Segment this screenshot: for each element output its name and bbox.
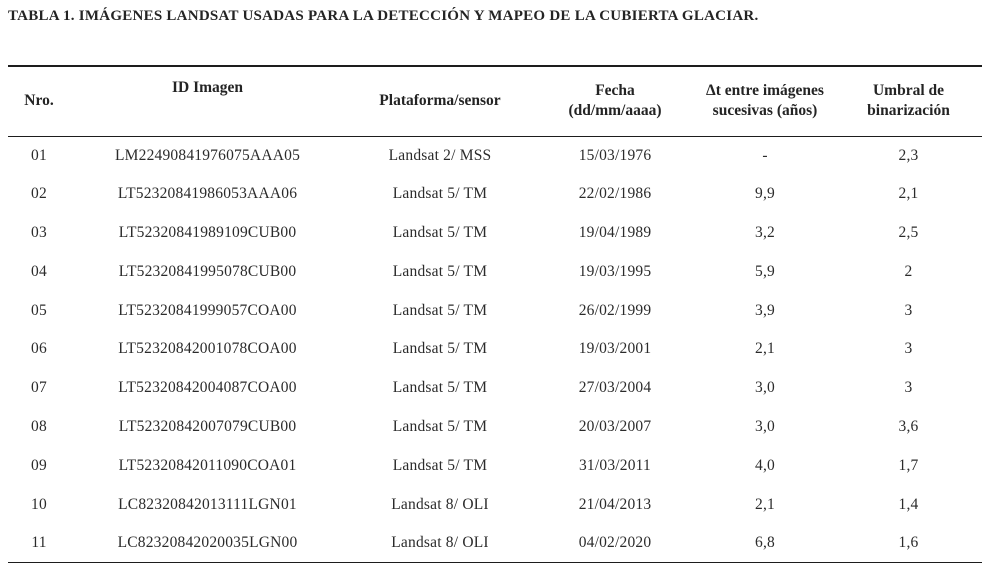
cell-plataforma: Landsat 5/ TM [392, 185, 488, 203]
cell-plataforma: Landsat 2/ MSS [388, 146, 492, 164]
cell-umbral: 3 [904, 340, 913, 358]
cell-nro: 10 [31, 495, 47, 513]
cell-nro: 04 [31, 262, 47, 280]
cell-nro: 11 [31, 534, 47, 552]
cell-fecha: 15/03/1976 [578, 146, 652, 164]
cell-nro: 01 [31, 146, 47, 164]
cell-plataforma: Landsat 5/ TM [392, 301, 488, 319]
cell-delta-t: 2,1 [755, 495, 775, 513]
cell-delta-t: 5,9 [755, 262, 775, 280]
cell-id-imagen: LC82320842020035LGN00 [117, 534, 298, 552]
cell-id-imagen: LT52320841989109CUB00 [118, 223, 297, 241]
cell-umbral: 1,4 [898, 495, 919, 513]
cell-id-imagen: LM22490841976075AAA05 [114, 146, 301, 164]
cell-id-imagen: LC82320842013111LGN01 [118, 495, 297, 513]
cell-nro: 02 [31, 185, 47, 203]
table-row: 07 LT52320842004087COA00 Landsat 5/ TM 2… [8, 369, 982, 408]
cell-fecha: 19/03/1995 [578, 262, 652, 280]
cell-id-imagen: LT52320842007079CUB00 [118, 417, 297, 435]
cell-plataforma: Landsat 5/ TM [392, 456, 488, 474]
cell-umbral: 3,6 [898, 417, 919, 435]
cell-fecha: 19/03/2001 [578, 340, 652, 358]
table-row: 06 LT52320842001078COA00 Landsat 5/ TM 1… [8, 330, 982, 369]
table-row: 03 LT52320841989109CUB00 Landsat 5/ TM 1… [8, 214, 982, 253]
header-row: Nro. ID Imagen Plataforma/sensor Fecha (… [8, 66, 982, 137]
cell-id-imagen: LT52320842004087COA00 [118, 379, 297, 397]
cell-delta-t: 3,0 [755, 379, 775, 397]
cell-fecha: 31/03/2011 [578, 456, 652, 474]
table-row: 10 LC82320842013111LGN01 Landsat 8/ OLI … [8, 485, 982, 524]
table-header: Nro. ID Imagen Plataforma/sensor Fecha (… [8, 66, 982, 137]
cell-nro: 05 [31, 301, 47, 319]
landsat-images-table: Nro. ID Imagen Plataforma/sensor Fecha (… [8, 65, 982, 564]
col-header-delta-t: Δt entre imágenes sucesivas (años) [695, 66, 835, 137]
cell-umbral: 2,3 [898, 146, 919, 164]
cell-id-imagen: LT52320842001078COA00 [118, 340, 297, 358]
cell-id-imagen: LT52320841999057COA00 [118, 301, 297, 319]
cell-plataforma: Landsat 8/ OLI [391, 534, 489, 552]
cell-nro: 03 [31, 223, 47, 241]
cell-nro: 08 [31, 417, 47, 435]
cell-nro: 09 [31, 456, 47, 474]
cell-delta-t: 4,0 [755, 456, 775, 474]
cell-fecha: 04/02/2020 [578, 534, 652, 552]
cell-umbral: 1,7 [898, 456, 919, 474]
table-row: 05 LT52320841999057COA00 Landsat 5/ TM 2… [8, 291, 982, 330]
col-header-nro: Nro. [8, 66, 70, 137]
table-row: 04 LT52320841995078CUB00 Landsat 5/ TM 1… [8, 252, 982, 291]
cell-fecha: 19/04/1989 [578, 223, 652, 241]
table-row: 09 LT52320842011090COA01 Landsat 5/ TM 3… [8, 446, 982, 485]
cell-nro: 06 [31, 340, 47, 358]
cell-delta-t: 6,8 [755, 534, 775, 552]
cell-fecha: 22/02/1986 [578, 185, 652, 203]
cell-plataforma: Landsat 5/ TM [392, 379, 488, 397]
cell-umbral: 2,5 [898, 223, 919, 241]
cell-fecha: 27/03/2004 [578, 379, 652, 397]
cell-id-imagen: LT52320841986053AAA06 [117, 185, 298, 203]
table-row: 11 LC82320842020035LGN00 Landsat 8/ OLI … [8, 524, 982, 563]
cell-plataforma: Landsat 5/ TM [392, 340, 488, 358]
cell-fecha: 21/04/2013 [578, 495, 652, 513]
cell-id-imagen: LT52320842011090COA01 [118, 456, 297, 474]
cell-plataforma: Landsat 5/ TM [392, 223, 488, 241]
table-body: 01 LM22490841976075AAA05 Landsat 2/ MSS … [8, 136, 982, 563]
cell-delta-t: 2,1 [755, 340, 775, 358]
cell-umbral: 2,1 [898, 185, 919, 203]
col-header-plataforma-sensor: Plataforma/sensor [345, 66, 535, 137]
table-caption: TABLA 1. IMÁGENES LANDSAT USADAS PARA LA… [8, 8, 759, 24]
cell-delta-t: 3,9 [755, 301, 775, 319]
cell-umbral: 3 [904, 301, 913, 319]
col-header-umbral: Umbral de binarización [835, 66, 982, 137]
cell-delta-t: - [762, 146, 768, 164]
cell-plataforma: Landsat 5/ TM [392, 417, 488, 435]
cell-delta-t: 3,2 [755, 223, 775, 241]
table-row: 01 LM22490841976075AAA05 Landsat 2/ MSS … [8, 136, 982, 175]
cell-delta-t: 9,9 [755, 185, 775, 203]
cell-plataforma: Landsat 5/ TM [392, 262, 488, 280]
table-row: 08 LT52320842007079CUB00 Landsat 5/ TM 2… [8, 408, 982, 447]
cell-fecha: 26/02/1999 [578, 301, 652, 319]
col-header-id-imagen: ID Imagen [70, 66, 345, 137]
cell-umbral: 1,6 [898, 534, 919, 552]
table-row: 02 LT52320841986053AAA06 Landsat 5/ TM 2… [8, 175, 982, 214]
cell-fecha: 20/03/2007 [578, 417, 652, 435]
cell-delta-t: 3,0 [755, 417, 775, 435]
cell-plataforma: Landsat 8/ OLI [391, 495, 489, 513]
cell-umbral: 3 [904, 379, 913, 397]
cell-id-imagen: LT52320841995078CUB00 [118, 262, 297, 280]
cell-umbral: 2 [904, 262, 913, 280]
col-header-fecha: Fecha (dd/mm/aaaa) [535, 66, 695, 137]
cell-nro: 07 [31, 379, 47, 397]
